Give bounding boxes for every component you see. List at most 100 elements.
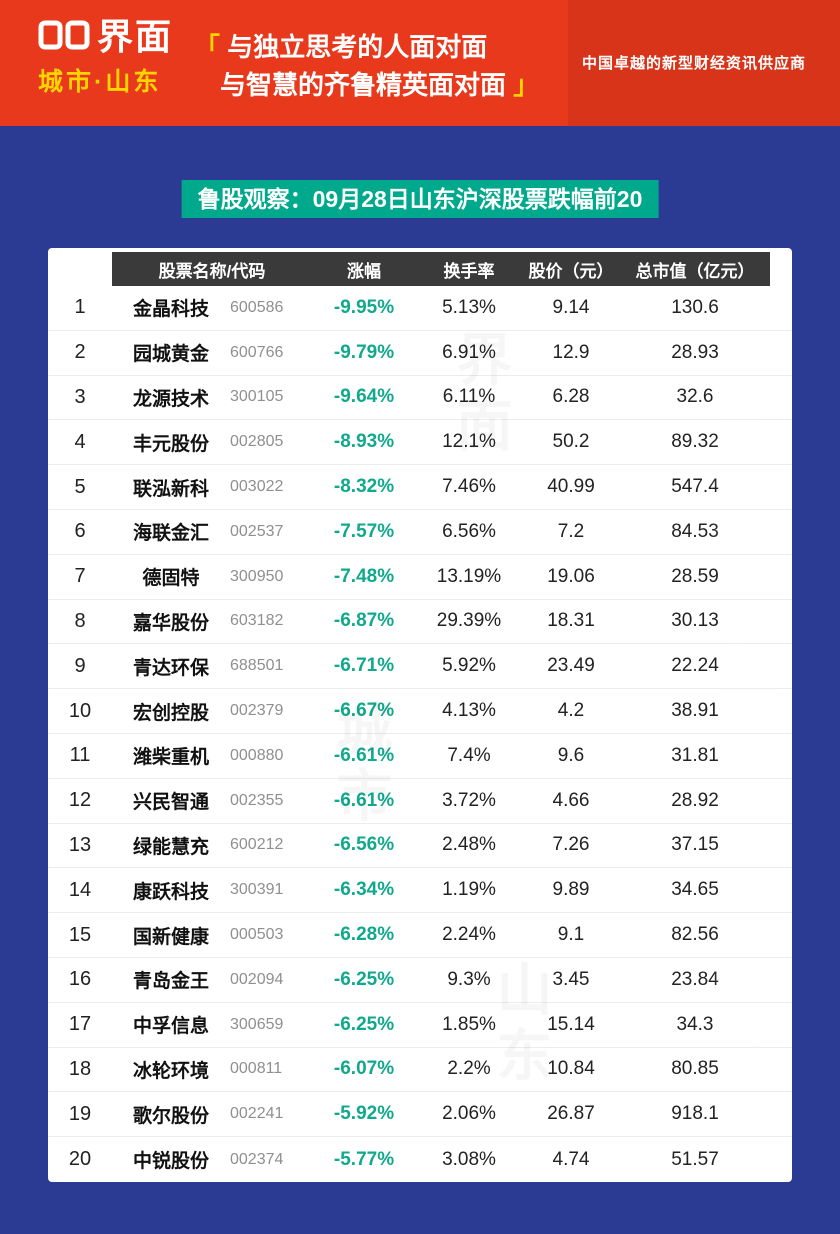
brand-subtitle: 城市·山东 [38, 68, 162, 96]
stock-code: 002537 [230, 522, 284, 540]
turnover-value: 2.48% [442, 834, 496, 856]
table-row: 20 中锐股份 002374 -5.77% 3.08% 4.74 51.57 [48, 1137, 792, 1182]
price-value: 12.9 [552, 341, 590, 363]
stock-name: 青达环保 [132, 657, 209, 679]
stock-name: 龙源技术 [132, 388, 209, 410]
price-value: 9.14 [552, 296, 590, 318]
market-cap-value: 23.84 [671, 968, 719, 990]
stock-code: 002094 [230, 970, 284, 988]
market-cap-value: 37.15 [671, 834, 719, 856]
stock-name: 宏创控股 [132, 702, 209, 724]
market-cap-value: 34.65 [671, 879, 719, 901]
price-value: 50.2 [552, 431, 590, 453]
change-value: -8.93% [333, 431, 395, 453]
change-value: -6.56% [333, 834, 395, 856]
row-rank: 3 [74, 385, 86, 408]
stock-code: 600212 [230, 836, 284, 854]
price-value: 18.31 [547, 610, 595, 632]
stock-code: 600586 [230, 298, 284, 316]
stock-code: 300105 [230, 388, 284, 406]
masthead-dark-band [568, 0, 840, 126]
stock-name: 海联金汇 [132, 523, 209, 545]
change-value: -9.64% [333, 386, 395, 408]
change-value: -8.32% [333, 476, 395, 498]
column-header: 涨幅 [347, 261, 381, 281]
price-value: 9.89 [552, 879, 590, 901]
table-row: 18 冰轮环境 000811 -6.07% 2.2% 10.84 80.85 [48, 1048, 792, 1093]
stock-name: 园城黄金 [132, 344, 209, 366]
row-rank: 1 [74, 296, 86, 319]
change-value: -6.07% [333, 1058, 395, 1080]
stock-code: 002805 [230, 433, 284, 451]
stock-name: 德固特 [142, 568, 200, 590]
change-value: -6.87% [333, 610, 395, 632]
row-rank: 2 [74, 341, 86, 364]
market-cap-value: 28.93 [671, 341, 719, 363]
slogan-line-1: 与独立思考的人面对面 [227, 32, 488, 62]
change-value: -6.71% [333, 655, 395, 677]
row-rank: 11 [69, 744, 91, 767]
price-value: 4.74 [552, 1148, 590, 1170]
price-value: 4.66 [552, 789, 590, 811]
stock-code: 002241 [230, 1105, 284, 1123]
stock-name: 丰元股份 [132, 433, 209, 455]
change-value: -9.79% [333, 341, 395, 363]
market-cap-value: 30.13 [671, 610, 719, 632]
table-row: 6 海联金汇 002537 -7.57% 6.56% 7.2 84.53 [48, 510, 792, 555]
stock-code: 300391 [230, 881, 284, 899]
price-value: 7.2 [557, 520, 585, 542]
jiemian-logo: 界面 城市·山东 [38, 18, 173, 98]
row-rank: 15 [68, 923, 92, 946]
market-cap-value: 31.81 [671, 744, 719, 766]
turnover-value: 6.91% [442, 341, 496, 363]
table-body: 1 金晶科技 600586 -9.95% 5.13% 9.14 130.6 2 园城黄金 6007… [48, 286, 792, 1182]
stock-code: 600766 [230, 343, 284, 361]
stock-code: 688501 [230, 657, 284, 675]
turnover-value: 13.19% [436, 565, 502, 587]
change-value: -5.77% [333, 1148, 395, 1170]
table-header-row: 股票名称/代码 涨幅 换手率 股价（元） 总市值（亿元） [112, 252, 770, 286]
slogan: 「 与独立思考的人面对面 与智慧的齐鲁精英面对面 」 [194, 28, 539, 104]
table-row: 10 宏创控股 002379 -6.67% 4.13% 4.2 38.91 [48, 689, 792, 734]
stock-name: 康跃科技 [132, 881, 209, 903]
stock-name: 青岛金王 [132, 971, 209, 993]
table-row: 12 兴民智通 002355 -6.61% 3.72% 4.66 28.92 [48, 779, 792, 824]
stock-code: 000503 [230, 926, 284, 944]
price-value: 26.87 [547, 1103, 595, 1125]
change-value: -6.25% [333, 968, 395, 990]
turnover-value: 7.46% [442, 476, 496, 498]
stock-name: 嘉华股份 [132, 612, 209, 634]
row-rank: 8 [74, 609, 86, 632]
table-row: 14 康跃科技 300391 -6.34% 1.19% 9.89 34.65 [48, 868, 792, 914]
stock-name: 兴民智通 [132, 792, 209, 814]
price-value: 10.84 [547, 1058, 595, 1080]
price-value: 9.6 [557, 744, 585, 766]
stock-code: 003022 [230, 478, 284, 496]
market-cap-value: 51.57 [671, 1148, 719, 1170]
table-row: 4 丰元股份 002805 -8.93% 12.1% 50.2 89.32 [48, 420, 792, 466]
table-row: 15 国新健康 000503 -6.28% 2.24% 9.1 82.56 [48, 913, 792, 958]
market-cap-value: 80.85 [671, 1058, 719, 1080]
market-cap-value: 28.59 [671, 565, 719, 587]
price-value: 15.14 [547, 1013, 595, 1035]
price-value: 9.1 [557, 924, 585, 946]
turnover-value: 4.13% [442, 700, 496, 722]
market-cap-value: 22.24 [671, 655, 719, 677]
turnover-value: 2.24% [442, 924, 496, 946]
market-cap-value: 130.6 [671, 296, 719, 318]
row-rank: 20 [68, 1148, 92, 1171]
turnover-value: 5.92% [442, 655, 496, 677]
turnover-value: 6.56% [442, 520, 496, 542]
change-value: -6.67% [333, 700, 395, 722]
row-rank: 4 [74, 430, 86, 453]
change-value: -7.57% [333, 520, 395, 542]
turnover-value: 5.13% [442, 296, 496, 318]
stock-code: 000811 [230, 1060, 283, 1078]
change-value: -9.95% [333, 296, 395, 318]
stock-name: 联泓新科 [132, 478, 209, 500]
row-rank: 17 [68, 1013, 92, 1036]
price-value: 40.99 [547, 476, 595, 498]
stock-name: 歌尔股份 [132, 1105, 209, 1127]
table-row: 16 青岛金王 002094 -6.25% 9.3% 3.45 23.84 [48, 958, 792, 1003]
